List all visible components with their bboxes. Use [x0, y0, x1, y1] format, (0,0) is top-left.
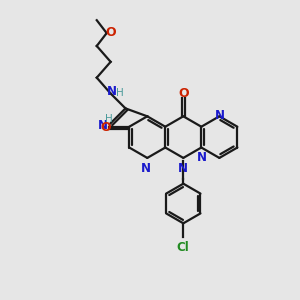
Text: O: O: [178, 87, 189, 100]
Text: N: N: [141, 162, 151, 175]
Text: N: N: [197, 152, 207, 164]
Text: N: N: [178, 162, 188, 175]
Text: H: H: [116, 88, 123, 98]
Text: N: N: [98, 119, 107, 132]
Text: O: O: [100, 121, 111, 134]
Text: H: H: [105, 114, 112, 124]
Text: Cl: Cl: [176, 241, 189, 254]
Text: N: N: [106, 85, 117, 98]
Text: N: N: [215, 109, 225, 122]
Text: O: O: [105, 26, 116, 39]
